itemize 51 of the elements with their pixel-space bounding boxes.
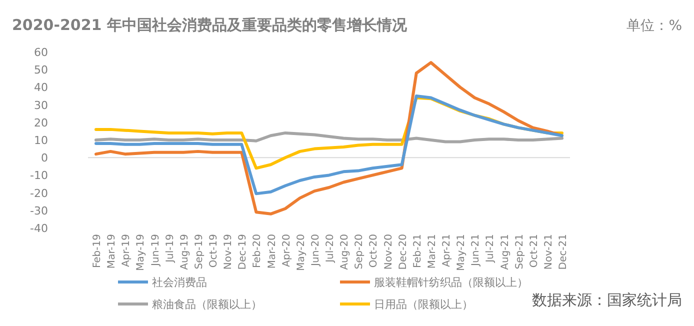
y-tick-label: 0	[41, 152, 48, 165]
x-tick-label: Dec-19	[238, 234, 249, 270]
y-tick-label: 60	[34, 46, 48, 59]
x-tick-label: May-20	[296, 234, 307, 271]
x-tick-label: Aug-21	[500, 234, 511, 270]
x-tick-label: Dec-21	[558, 234, 569, 270]
x-tick-label: Nov-20	[383, 234, 394, 270]
x-tick-label: Sep-21	[514, 234, 526, 270]
y-tick-label: -20	[30, 186, 48, 200]
y-tick-label: 30	[34, 98, 48, 112]
x-tick-label: Sep-19	[194, 234, 205, 270]
x-tick-label: Jul-19	[164, 234, 176, 264]
x-tick-label: Jul-21	[485, 234, 496, 264]
x-tick-label: Dec-20	[398, 234, 409, 270]
x-tick-label: Oct-20	[368, 234, 380, 268]
legend-label: 日用品（限额以上）	[374, 298, 473, 311]
x-tick-label: Aug-20	[340, 234, 351, 270]
y-tick-label: -40	[30, 222, 48, 235]
x-tick-label: May-19	[136, 234, 147, 271]
legend-label: 粮油食品（限额以上）	[152, 298, 262, 311]
x-tick-label: Feb-21	[412, 234, 424, 268]
y-tick-label: -30	[30, 204, 48, 218]
source-note: 数据来源：国家统计局	[532, 291, 682, 309]
x-tick-label: Sep-20	[354, 234, 366, 270]
legend-label: 服装鞋帽针纺织品（限额以上）	[374, 276, 528, 289]
x-tick-label: Mar-21	[426, 234, 438, 269]
y-tick-label: -10	[30, 169, 48, 182]
x-tick-label: Aug-19	[179, 234, 190, 270]
x-tick-label: Feb-19	[92, 234, 103, 268]
x-tick-label: Jun-20	[310, 234, 322, 267]
text: 单位：%	[626, 18, 682, 34]
x-tick-label: Jun-19	[150, 234, 162, 267]
x-tick-label: Oct-21	[528, 234, 540, 268]
y-tick-label: 40	[34, 81, 48, 94]
y-tick-label: 50	[34, 64, 48, 77]
x-tick-label: Mar-20	[266, 234, 278, 269]
x-tick-label: Apr-21	[442, 234, 452, 267]
x-tick-label: Oct-19	[208, 234, 220, 268]
x-tick-label: May-21	[456, 234, 468, 271]
x-tick-label: Apr-20	[281, 234, 292, 267]
y-tick-label: 20	[34, 116, 48, 130]
x-tick-label: Nov-19	[223, 234, 234, 270]
x-tick-label: Nov-21	[543, 234, 554, 270]
chart-title: 2020-2021 年中国社会消费品及重要品类的零售增长情况	[12, 16, 408, 34]
y-tick-label: 10	[34, 134, 48, 147]
x-tick-label: Mar-19	[106, 234, 118, 269]
x-tick-label: Feb-20	[252, 234, 264, 268]
legend-label: 社会消费品	[152, 276, 207, 289]
x-tick-label: Jun-21	[470, 234, 482, 267]
x-tick-label: Apr-19	[121, 234, 132, 267]
x-tick-label: Jul-20	[325, 234, 336, 264]
